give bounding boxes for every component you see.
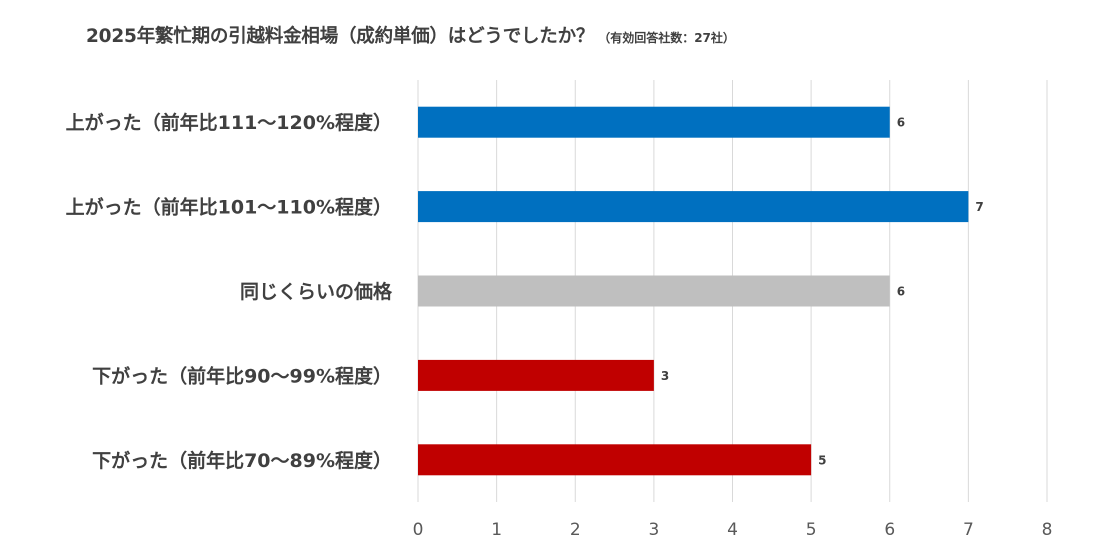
- data-label-4: 3: [661, 369, 669, 383]
- category-label-1: 上がった（前年比111～120%程度）: [66, 111, 392, 134]
- data-label-3: 6: [897, 285, 905, 299]
- category-label-2: 上がった（前年比101～110%程度）: [66, 196, 392, 219]
- bar-2: [418, 191, 969, 223]
- x-tick-label-6: 6: [884, 520, 895, 540]
- label-layer: 0 1 2 3 4 5 6 7 8 上がった（前年比111～120%程度） 6 上がった（前年比101…: [66, 111, 1053, 540]
- chart-title-block: 2025年繁忙期の引越料金相場（成約単価）はどうでしたか？ （有効回答社数：27社…: [86, 22, 735, 48]
- x-tick-label-7: 7: [963, 520, 974, 540]
- data-label-1: 6: [897, 116, 905, 130]
- x-tick-label-5: 5: [806, 520, 817, 540]
- bar-5: [418, 444, 812, 476]
- chart-subtitle: （有効回答社数：27社）: [598, 31, 735, 45]
- x-tick-label-0: 0: [413, 520, 424, 540]
- bar-layer: [418, 106, 969, 476]
- data-label-5: 5: [818, 453, 826, 467]
- x-tick-label-4: 4: [727, 520, 738, 540]
- category-label-5: 下がった（前年比70～89%程度）: [92, 449, 392, 472]
- chart-title: 2025年繁忙期の引越料金相場（成約単価）はどうでしたか？: [86, 26, 595, 47]
- x-tick-label-8: 8: [1042, 520, 1053, 540]
- category-label-3: 同じくらいの価格: [240, 280, 393, 303]
- bar-3: [418, 275, 890, 307]
- x-tick-label-1: 1: [491, 520, 502, 540]
- x-tick-label-3: 3: [648, 520, 659, 540]
- bar-1: [418, 106, 890, 138]
- x-tick-label-2: 2: [570, 520, 581, 540]
- data-label-2: 7: [975, 200, 983, 214]
- category-label-4: 下がった（前年比90～99%程度）: [92, 364, 392, 387]
- bar-4: [418, 359, 654, 391]
